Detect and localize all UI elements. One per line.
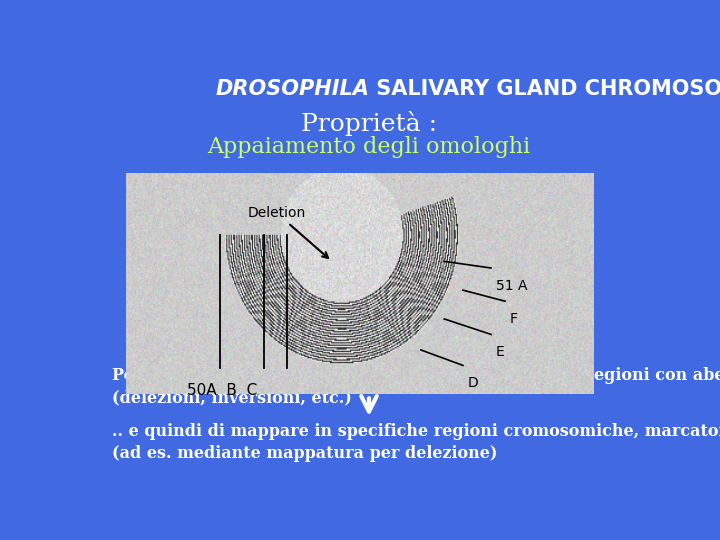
Text: Deletion: Deletion [248,206,328,258]
Text: Possibilità di localizzare fisicamente sul cromosoma regioni con aberrazioni
(de: Possibilità di localizzare fisicamente s… [112,366,720,406]
Text: Proprietà :: Proprietà : [301,111,437,137]
Text: D: D [468,376,478,390]
Text: Appaiamento degli omologhi: Appaiamento degli omologhi [207,136,531,158]
Text: .. e quindi di mappare in specifiche regioni cromosomiche, marcatori genetici
(a: .. e quindi di mappare in specifiche reg… [112,423,720,462]
Text: E: E [496,346,505,360]
Text: DROSOPHILA: DROSOPHILA [215,79,369,99]
Text: SALIVARY GLAND CHROMOSOMES: SALIVARY GLAND CHROMOSOMES [369,79,720,99]
Text: 51 A: 51 A [496,279,527,293]
Text: 50A  B  C: 50A B C [186,383,257,398]
Text: F: F [510,312,518,326]
